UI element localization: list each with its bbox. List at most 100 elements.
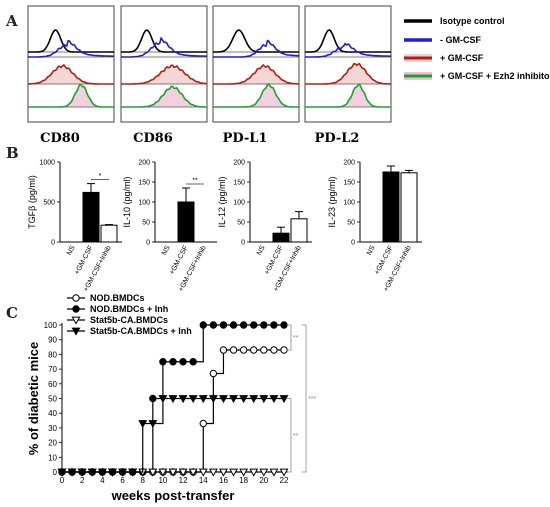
histogram-curve xyxy=(28,39,114,58)
data-point xyxy=(249,468,259,477)
data-point xyxy=(87,468,97,477)
y-tick-label: 200 xyxy=(138,160,150,167)
category-label: NS xyxy=(256,244,267,256)
x-tick-label: 12 xyxy=(179,476,188,485)
data-point xyxy=(198,468,208,477)
histogram-fill xyxy=(121,86,207,107)
y-tick-label: 0 xyxy=(51,240,55,247)
histogram-curve xyxy=(28,63,114,85)
data-point xyxy=(269,395,279,404)
marker-label-pd-l2: PD-L2 xyxy=(315,131,360,146)
series-line xyxy=(62,397,284,473)
histogram-curve xyxy=(213,83,299,108)
x-tick-label: 4 xyxy=(100,476,105,485)
data-point xyxy=(239,346,248,354)
bar xyxy=(382,171,400,243)
y-tick-label: 200 xyxy=(233,160,245,167)
histogram-curve xyxy=(305,83,391,108)
significance-label: ** xyxy=(293,433,299,440)
data-point xyxy=(249,395,259,404)
x-tick-label: 16 xyxy=(219,476,228,485)
data-point xyxy=(108,468,117,477)
data-point xyxy=(178,395,188,404)
x-tick-label: 10 xyxy=(158,476,167,485)
y-axis-label: IL-23 (pg/ml) xyxy=(327,176,337,227)
data-point xyxy=(219,346,228,354)
legend-label-ezh2: + GM-CSF + Ezh2 inhibitor xyxy=(440,71,550,81)
data-point xyxy=(77,468,87,477)
data-point xyxy=(229,468,238,477)
legend-label: Stat5b-CA.BMDCs xyxy=(90,315,168,325)
panel-label-a: A xyxy=(5,12,18,30)
category-label: NS xyxy=(161,244,172,256)
data-point xyxy=(208,468,218,477)
data-point xyxy=(169,358,177,366)
y-tick-label: 50 xyxy=(48,395,57,404)
data-point xyxy=(158,395,168,404)
data-point xyxy=(219,468,228,477)
y-tick-label: 0 xyxy=(351,240,355,247)
panel-label-b: B xyxy=(6,144,19,162)
data-point xyxy=(260,321,268,329)
significance-label: *** xyxy=(308,396,316,403)
data-point xyxy=(159,358,167,366)
histogram-pd-l1 xyxy=(212,5,300,123)
data-point xyxy=(168,395,178,404)
data-point xyxy=(279,468,289,477)
histogram-fill xyxy=(213,65,299,84)
data-point xyxy=(128,468,138,477)
histogram-fill xyxy=(28,65,114,84)
series-4 xyxy=(57,395,289,477)
y-tick-label: 150 xyxy=(138,180,150,187)
histogram-frame xyxy=(212,5,300,123)
y-tick-label: 0 xyxy=(241,240,245,247)
x-tick-label: 6 xyxy=(120,476,125,485)
data-point xyxy=(199,419,207,428)
data-point xyxy=(279,395,289,404)
data-point xyxy=(270,346,278,354)
data-point xyxy=(260,346,268,354)
x-tick-label: 14 xyxy=(199,476,208,485)
y-tick-label: 500 xyxy=(43,200,55,207)
bracket xyxy=(287,324,292,351)
y-axis-label: TGFβ (pg/ml) xyxy=(27,175,37,229)
data-point xyxy=(198,395,208,404)
data-point xyxy=(259,468,269,477)
histogram-cd80 xyxy=(27,5,115,123)
histogram-curve xyxy=(213,29,299,53)
histogram-curve xyxy=(213,63,299,85)
data-point xyxy=(148,420,158,429)
histogram-fill xyxy=(305,84,391,107)
y-tick-label: 100 xyxy=(138,200,150,207)
legend-label: NOD.BMDCs + Inh xyxy=(90,304,168,314)
y-tick-label: 100 xyxy=(233,200,245,207)
flow-histogram-panels: CD80 CD86 PD-L1 PD-L2 xyxy=(27,5,392,146)
y-tick-label: 100 xyxy=(44,321,58,330)
histogram-curve xyxy=(121,64,208,85)
data-point xyxy=(219,321,228,329)
histogram-frame xyxy=(120,5,208,123)
legend-label-isotype: Isotype control xyxy=(440,16,505,26)
data-point xyxy=(138,420,148,429)
significance-brackets: ******* xyxy=(287,324,316,473)
y-axis-label: % of diabetic mice xyxy=(26,342,41,455)
x-tick-label: 20 xyxy=(259,476,268,485)
data-point xyxy=(250,321,258,329)
y-tick-label: 10 xyxy=(48,453,57,462)
histogram-curve xyxy=(213,39,299,58)
data-point xyxy=(188,468,198,477)
y-tick-label: 1000 xyxy=(39,160,55,167)
histogram-curve xyxy=(28,29,114,53)
histogram-curve xyxy=(305,62,391,85)
y-tick-label: 0 xyxy=(53,468,58,477)
data-point xyxy=(168,468,178,477)
data-point xyxy=(270,321,278,329)
marker-label-cd80: CD80 xyxy=(40,131,80,146)
y-tick-label: 150 xyxy=(343,180,355,187)
data-point xyxy=(269,468,279,477)
legend-label: NOD.BMDCs xyxy=(90,293,145,303)
legend-marker xyxy=(72,305,80,313)
